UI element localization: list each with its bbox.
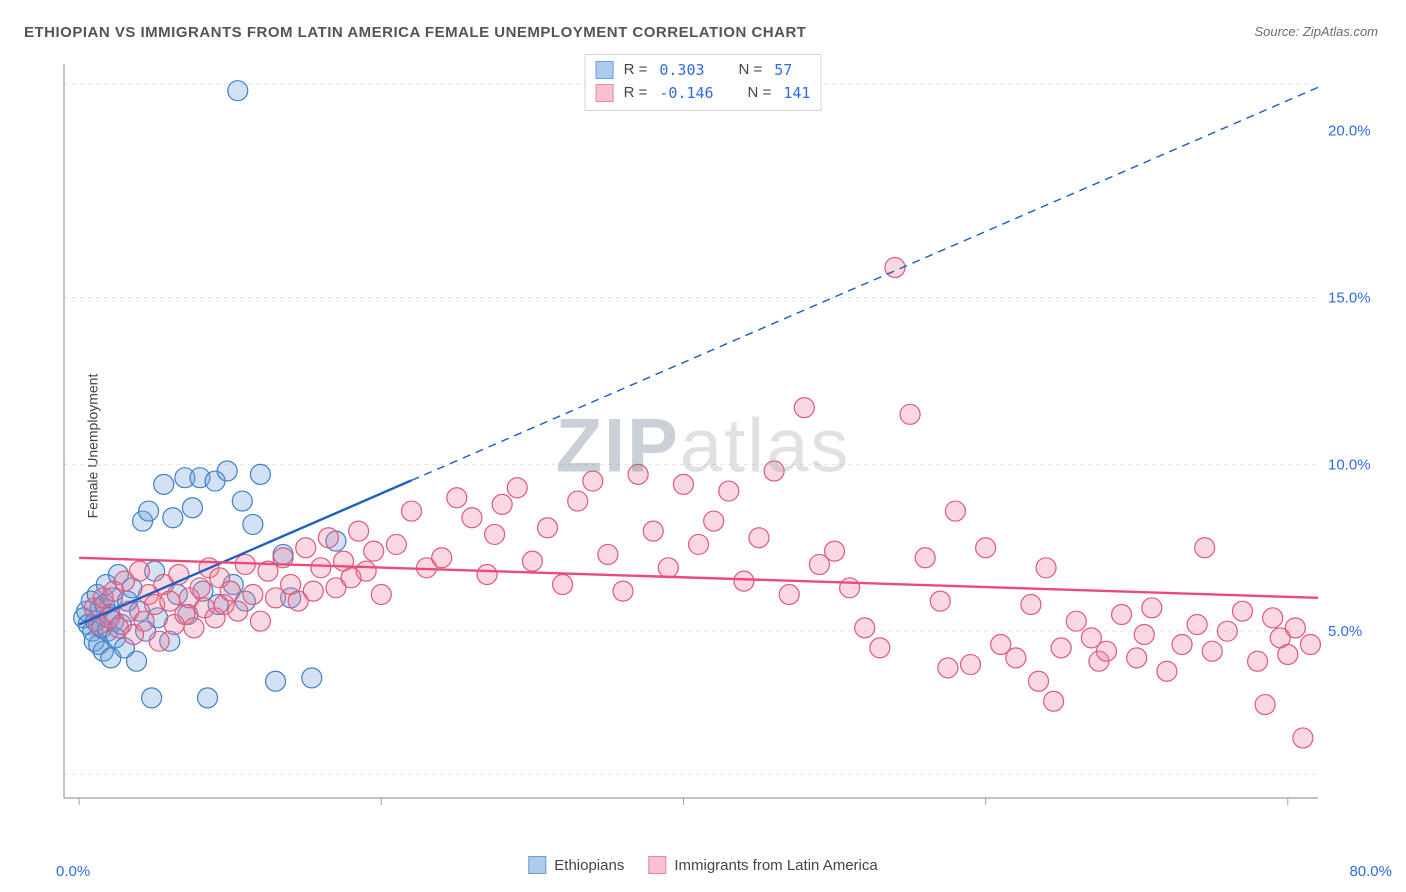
- x-axis-max-label: 80.0%: [1349, 863, 1392, 880]
- legend-swatch: [596, 84, 614, 102]
- legend-label: Ethiopians: [554, 857, 624, 874]
- legend-swatch: [648, 856, 666, 874]
- r-label: R =: [624, 82, 648, 105]
- r-label: R =: [624, 59, 648, 82]
- svg-text:10.0%: 10.0%: [1328, 456, 1371, 473]
- legend-item: Ethiopians: [528, 856, 624, 874]
- scatter-plot-svg: 5.0% 10.0% 15.0% 20.0%: [56, 56, 1382, 826]
- stats-legend: R = 0.303 N = 57 R = -0.146 N = 141: [585, 54, 822, 111]
- svg-text:20.0%: 20.0%: [1328, 123, 1371, 140]
- n-label: N =: [748, 82, 772, 105]
- n-value: 57: [774, 59, 792, 82]
- chart-title: ETHIOPIAN VS IMMIGRANTS FROM LATIN AMERI…: [24, 24, 806, 41]
- legend-item: Immigrants from Latin America: [648, 856, 877, 874]
- stats-legend-row: R = 0.303 N = 57: [596, 59, 811, 82]
- svg-text:5.0%: 5.0%: [1328, 623, 1362, 640]
- stats-legend-row: R = -0.146 N = 141: [596, 82, 811, 105]
- legend-label: Immigrants from Latin America: [674, 857, 877, 874]
- r-value: -0.146: [659, 82, 713, 105]
- n-value: 141: [783, 82, 810, 105]
- source-label: Source: ZipAtlas.com: [1254, 24, 1378, 39]
- x-axis-min-label: 0.0%: [56, 863, 90, 880]
- series-legend: Ethiopians Immigrants from Latin America: [528, 856, 877, 874]
- legend-swatch: [528, 856, 546, 874]
- n-label: N =: [739, 59, 763, 82]
- legend-swatch: [596, 61, 614, 79]
- plot-area: 5.0% 10.0% 15.0% 20.0%: [56, 56, 1382, 826]
- svg-text:15.0%: 15.0%: [1328, 290, 1371, 307]
- r-value: 0.303: [659, 59, 704, 82]
